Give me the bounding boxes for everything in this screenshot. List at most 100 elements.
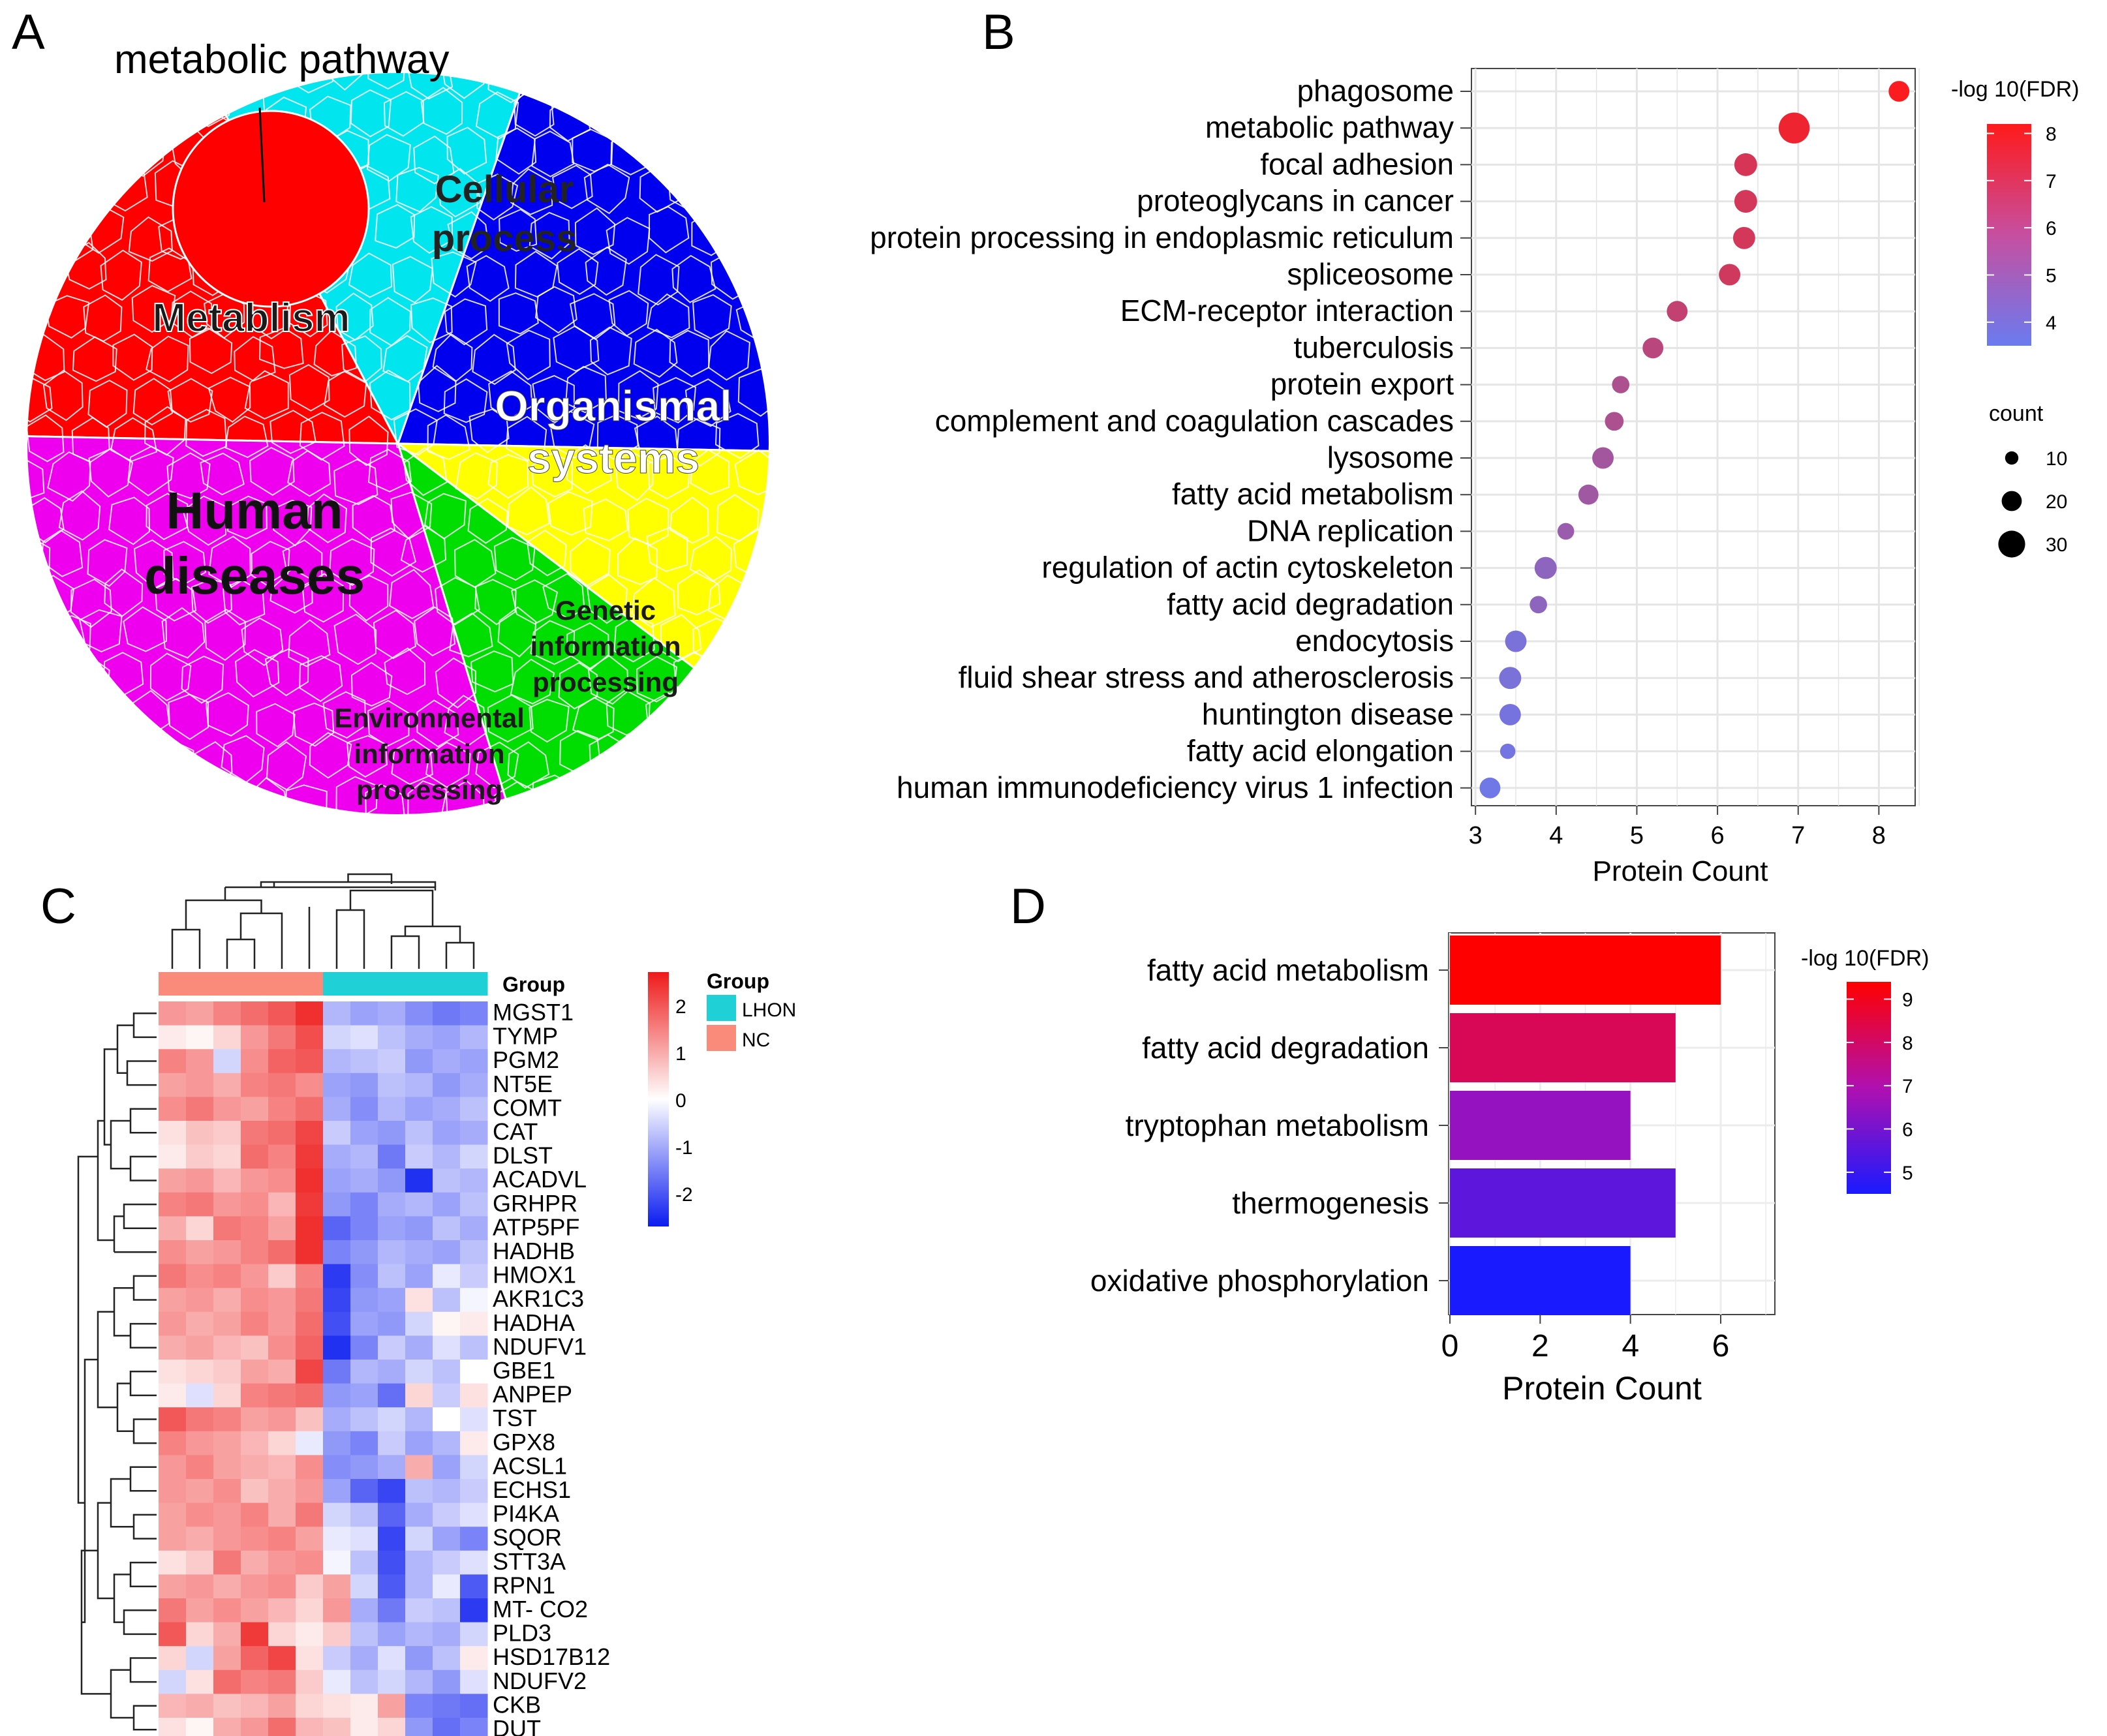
x-tick-label: 7 [1791,822,1805,849]
heat-cell [213,1288,241,1313]
heat-cell [350,1574,378,1599]
heat-cell [213,1335,241,1360]
heat-cell [433,1240,461,1265]
heat-cell [378,1550,406,1575]
heat-cell [241,1598,269,1623]
heat-cell [159,1479,187,1504]
heat-cell [241,1216,269,1241]
bar-x-label: Protein Count [1502,1370,1702,1407]
bar-fatty-acid-metabolism [1450,936,1721,1005]
group-bar-cell [433,972,461,996]
heat-cell [350,1718,378,1736]
heat-cell [323,1192,351,1217]
bar-category-label: oxidative phosphorylation [1090,1264,1429,1298]
heat-cell [159,1168,187,1193]
callout-line [258,107,266,203]
heat-cell [405,1216,433,1241]
heat-cell [241,1455,269,1480]
group-bar-cell [186,972,214,996]
x-tick-label: 5 [1630,822,1644,849]
heat-cell [186,1049,214,1074]
heat-cell [159,1598,187,1623]
heat-cell [323,1694,351,1718]
heat-cell [268,1168,296,1193]
gene-label: PGM2 [493,1046,559,1073]
heat-cell [323,1479,351,1504]
heat-cell [405,1622,433,1647]
heat-cell [350,1240,378,1265]
heat-cell [323,1574,351,1599]
heat-cell [268,1049,296,1074]
gene-label: GPX8 [493,1429,555,1455]
heat-cell [323,1550,351,1575]
pie-chart: metabolic pathway Metablism Cellular proc… [25,37,771,817]
heat-cell [186,1311,214,1336]
heat-cell [323,1240,351,1265]
term-label: complement and coagulation cascades [935,404,1454,438]
heat-cell [241,1574,269,1599]
heat-cell [460,1121,488,1146]
heat-cell [296,1097,324,1121]
heat-cell [213,1669,241,1694]
term-label: protein export [1270,367,1454,401]
heat-cell [296,1694,324,1718]
heat-cell [186,1097,214,1121]
heat-cell [268,1502,296,1527]
heat-cell [350,1598,378,1623]
heat-cell [186,1502,214,1527]
heat-cell [241,1025,269,1050]
heat-cell [433,1216,461,1241]
heat-legend-tick: 0 [675,1090,686,1112]
heat-cell [350,1192,378,1217]
heat-cell [323,1718,351,1736]
dot-plot-x-label: Protein Count [1592,855,1768,887]
heat-cell [378,1502,406,1527]
heat-cell [296,1025,324,1050]
sector-label-organismal: Organismal systems [495,382,731,482]
gene-label: ECHS1 [493,1476,571,1503]
heat-cell [268,1407,296,1432]
gene-label: NDUFV2 [493,1667,587,1694]
sector-label-human: Human diseases [144,481,365,605]
heat-cell [213,1383,241,1408]
dot-proteoglycans-in-cancer [1734,190,1757,213]
group-legend-title: Group [707,969,769,993]
bar-color-legend-bar [1847,982,1891,1194]
heat-cell [460,1264,488,1288]
heat-cell [323,1431,351,1455]
heat-cell [213,1264,241,1288]
heat-cell [159,1264,187,1288]
heat-cell [405,1025,433,1050]
heat-cell [268,1527,296,1551]
heat-cell [405,1288,433,1313]
heat-cell [296,1479,324,1504]
heat-cell [350,1144,378,1169]
bar-thermogenesis [1450,1168,1676,1238]
heat-cell [186,1335,214,1360]
heat-cell [405,1097,433,1121]
heat-cell [433,1335,461,1360]
group-legend-swatch-nc [707,1025,736,1051]
heat-cell [296,1646,324,1671]
heat-cell [405,1383,433,1408]
heat-cell [433,1574,461,1599]
heat-cell [460,1311,488,1336]
heat-cell [433,1527,461,1551]
heat-cell [213,1694,241,1718]
x-tick-label: 3 [1469,822,1483,849]
heat-cell [213,1407,241,1432]
heat-cell [350,1502,378,1527]
panel-label-c: C [40,879,76,934]
heat-cell [378,1455,406,1480]
heat-cell [350,1168,378,1193]
group-bar-cell [405,972,433,996]
heat-cell [186,1694,214,1718]
heat-cell [405,1049,433,1074]
heat-cell [296,1121,324,1146]
panel-label-d: D [1010,879,1046,934]
term-label: fatty acid elongation [1187,734,1454,768]
column-dendrogram [171,873,475,969]
term-label: lysosome [1327,440,1454,474]
heat-cell [159,1622,187,1647]
heat-cell [268,1669,296,1694]
